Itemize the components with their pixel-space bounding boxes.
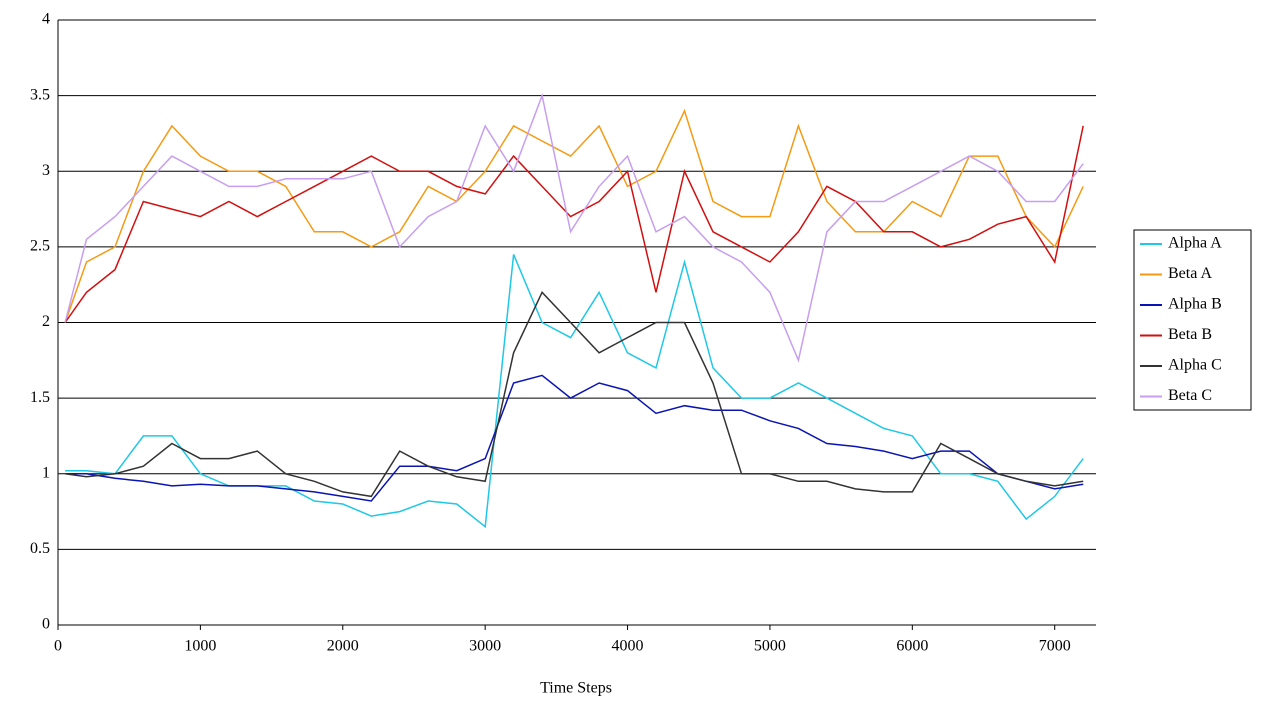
series-line	[64, 125, 1084, 323]
x-tick-label: 4000	[612, 638, 644, 655]
y-tick-label: 2	[42, 313, 50, 330]
legend-label: Beta A	[1168, 265, 1212, 282]
series-line	[64, 290, 1084, 498]
x-tick-label: 1000	[184, 638, 216, 655]
series-line	[64, 92, 1084, 363]
x-tick-label: 7000	[1039, 638, 1071, 655]
legend-label: Alpha A	[1168, 235, 1222, 252]
y-tick-label: 0	[42, 616, 50, 633]
x-tick-label: 6000	[896, 638, 928, 655]
y-tick-label: 4	[42, 11, 50, 28]
y-tick-label: 3.5	[30, 86, 50, 103]
series-line	[64, 108, 1084, 323]
y-tick-label: 2.5	[30, 238, 50, 255]
legend-label: Alpha B	[1168, 296, 1222, 313]
legend-label: Beta B	[1168, 326, 1212, 343]
legend-label: Alpha C	[1168, 357, 1222, 374]
legend-label: Beta C	[1168, 387, 1212, 404]
x-axis-label: Time Steps	[540, 680, 612, 697]
x-tick-label: 3000	[469, 638, 501, 655]
legend-box	[1133, 229, 1252, 411]
x-tick-label: 0	[54, 638, 62, 655]
series-line	[65, 374, 1084, 502]
y-tick-label: 0.5	[30, 540, 50, 557]
x-tick-label: 5000	[754, 638, 786, 655]
y-tick-label: 3	[42, 162, 50, 179]
x-tick-label: 2000	[327, 638, 359, 655]
y-tick-label: 1.5	[30, 389, 50, 406]
y-tick-label: 1	[42, 464, 50, 481]
